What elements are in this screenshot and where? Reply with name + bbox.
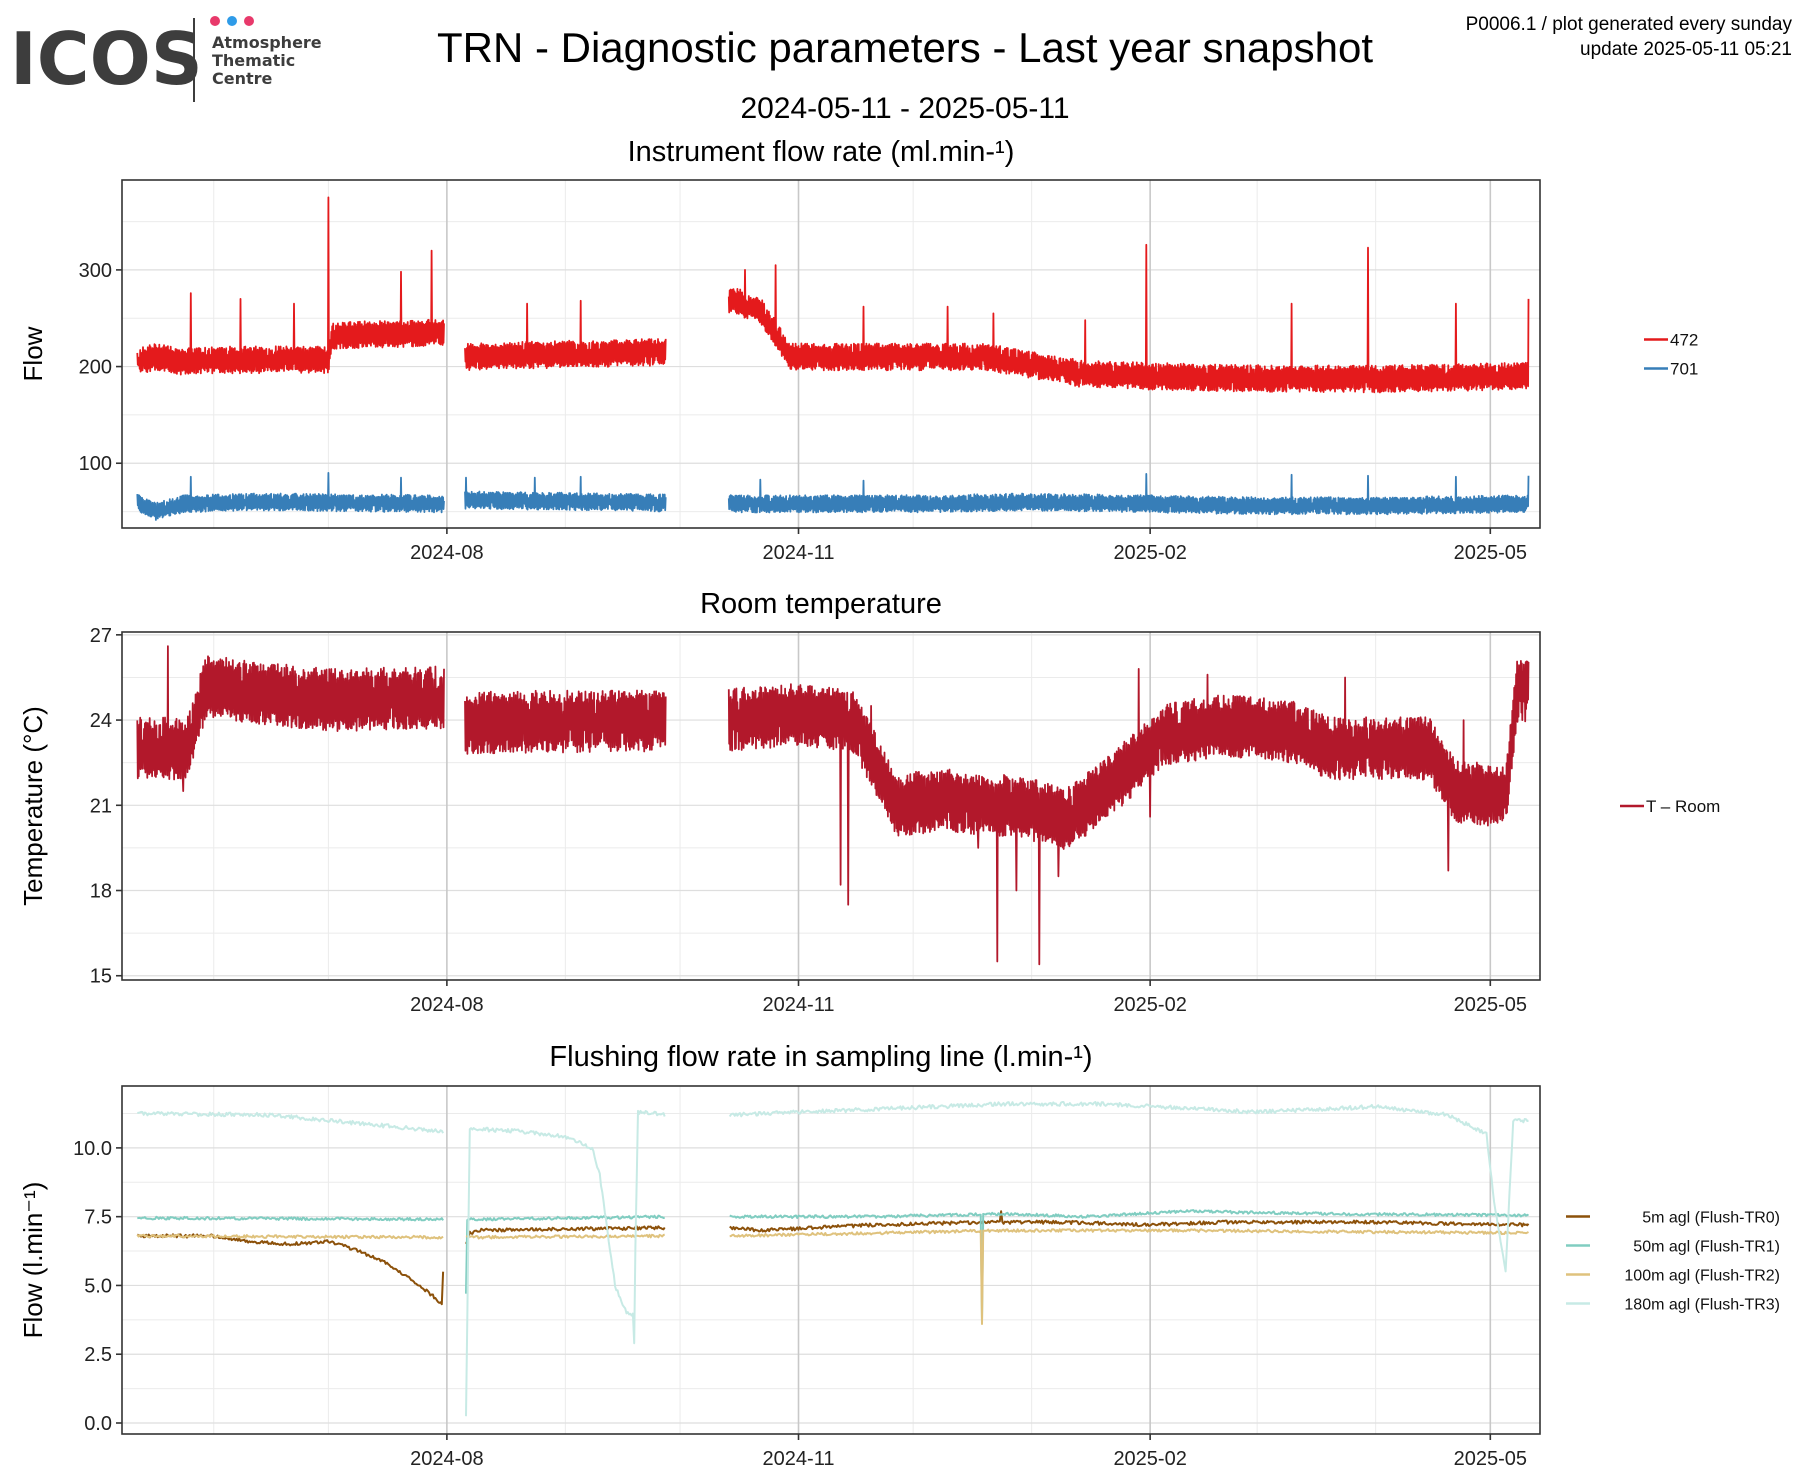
icos-logo: ICOS Atmosphere Thematic Centre xyxy=(10,16,322,102)
y-tick-label: 300 xyxy=(79,260,112,282)
y-tick-label: 27 xyxy=(90,625,112,647)
legend-label: 472 xyxy=(1670,331,1698,350)
legend-item: 472 xyxy=(1644,331,1698,350)
series-lines xyxy=(136,196,1530,521)
y-axis-label: Temperature (°C) xyxy=(18,706,48,906)
grid xyxy=(122,1086,1540,1434)
y-tick-label: 24 xyxy=(90,710,112,732)
series-line-100m-agl-flush-tr2- xyxy=(136,1228,1529,1325)
legend-item: 5m agl (Flush-TR0) xyxy=(1566,1210,1780,1227)
logo-dot xyxy=(210,16,220,26)
y-tick-label: 200 xyxy=(79,357,112,379)
legend-label: 701 xyxy=(1670,360,1698,379)
legend-item: 100m agl (Flush-TR2) xyxy=(1566,1268,1780,1285)
logo-line-centre: Centre xyxy=(212,69,273,88)
chart-panel-1: Instrument flow rate (ml.min-¹) Flow 100 20… xyxy=(18,136,1698,564)
legend: 472 701 xyxy=(1644,331,1698,379)
y-tick-label: 21 xyxy=(90,795,112,817)
y-tick-label: 0.0 xyxy=(84,1413,112,1435)
plot-area xyxy=(122,1086,1540,1434)
legend-label: T – Room xyxy=(1646,797,1720,816)
legend-item: 180m agl (Flush-TR3) xyxy=(1566,1297,1780,1314)
panel-border xyxy=(121,1085,1541,1435)
chart-title: Flushing flow rate in sampling line (l.m… xyxy=(549,1041,1092,1073)
chart-panel-3: Flushing flow rate in sampling line (l.m… xyxy=(18,1041,1780,1470)
series-line-t-room xyxy=(136,645,1530,966)
x-tick-label: 2025-05 xyxy=(1454,1448,1527,1470)
x-tick-label: 2025-02 xyxy=(1113,542,1186,564)
series-line-472 xyxy=(136,196,1530,394)
logo-line-atmosphere: Atmosphere xyxy=(212,33,322,52)
logo-dot xyxy=(227,16,237,26)
y-tick-label: 18 xyxy=(90,881,112,903)
x-tick-label: 2024-11 xyxy=(763,542,835,564)
chart-panel-2: Room temperature Temperature (°C) 15 18 21 24… xyxy=(18,588,1720,1016)
meta-generated: P0006.1 / plot generated every sunday xyxy=(1466,14,1793,35)
x-tick-label: 2024-11 xyxy=(763,994,835,1016)
meta-update: update 2025-05-11 05:21 xyxy=(1580,39,1792,60)
chart-title: Room temperature xyxy=(700,588,942,620)
legend-label: 100m agl (Flush-TR2) xyxy=(1624,1268,1780,1285)
chart-title: Instrument flow rate (ml.min-¹) xyxy=(628,136,1015,168)
legend: 5m agl (Flush-TR0) 50m agl (Flush-TR1) 100… xyxy=(1566,1210,1780,1314)
y-axis-label: Flow (l.min⁻¹) xyxy=(18,1182,48,1339)
x-tick-label: 2024-08 xyxy=(410,1448,483,1470)
panel-border xyxy=(121,179,1541,529)
logo-line-thematic: Thematic xyxy=(212,51,295,70)
legend: T – Room xyxy=(1620,797,1720,816)
y-tick-label: 2.5 xyxy=(84,1344,112,1366)
y-tick-label: 15 xyxy=(90,966,112,988)
legend-label: 180m agl (Flush-TR3) xyxy=(1624,1297,1780,1314)
series-lines xyxy=(136,1101,1530,1417)
charts-container: Instrument flow rate (ml.min-¹) Flow 100 20… xyxy=(18,136,1780,1470)
series-lines xyxy=(136,645,1530,966)
legend-label: 50m agl (Flush-TR1) xyxy=(1633,1239,1780,1256)
x-tick-label: 2024-08 xyxy=(410,994,483,1016)
logo-wordmark: ICOS xyxy=(10,17,203,101)
logo-dot xyxy=(244,16,254,26)
series-line-180m-agl-flush-tr3- xyxy=(137,1101,1529,1417)
x-tick-label: 2025-05 xyxy=(1454,994,1527,1016)
legend-item: 50m agl (Flush-TR1) xyxy=(1566,1239,1780,1256)
x-tick-label: 2025-02 xyxy=(1113,994,1186,1016)
x-tick-label: 2025-02 xyxy=(1113,1448,1186,1470)
page-title: TRN - Diagnostic parameters - Last year … xyxy=(437,24,1373,71)
y-tick-label: 10.0 xyxy=(73,1138,112,1160)
y-tick-label: 5.0 xyxy=(84,1275,112,1297)
y-axis-label: Flow xyxy=(18,326,48,381)
x-tick-label: 2025-05 xyxy=(1454,542,1527,564)
y-tick-label: 100 xyxy=(79,453,112,475)
legend-label: 5m agl (Flush-TR0) xyxy=(1642,1210,1780,1227)
y-tick-label: 7.5 xyxy=(84,1207,112,1229)
x-tick-label: 2024-08 xyxy=(410,542,483,564)
legend-item: T – Room xyxy=(1620,797,1720,816)
date-range: 2024-05-11 - 2025-05-11 xyxy=(740,92,1069,125)
series-line-50m-agl-flush-tr1- xyxy=(137,1209,1530,1323)
x-tick-label: 2024-11 xyxy=(763,1448,835,1470)
legend-item: 701 xyxy=(1644,360,1698,379)
series-line-701 xyxy=(136,472,1530,521)
